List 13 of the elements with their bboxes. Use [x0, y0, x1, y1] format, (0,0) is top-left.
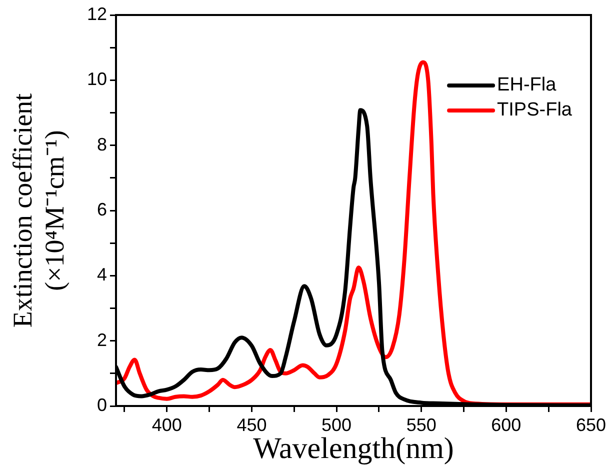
y-tick-label: 0	[96, 394, 107, 415]
x-tick-label: 400	[152, 414, 182, 435]
y-tick-label: 12	[86, 4, 107, 24]
y-tick-label: 2	[96, 330, 107, 350]
y-tick-label: 6	[96, 199, 107, 220]
legend-label: TIPS-Fla	[497, 100, 572, 121]
y-tick-label: 10	[86, 69, 107, 90]
x-tick-label: 650	[576, 414, 606, 435]
y-tick-label: 4	[96, 264, 107, 285]
y-tick-label: 8	[96, 134, 107, 154]
y-axis-title: Extinction coefficient (×10⁴M⁻¹cm⁻¹)	[7, 92, 70, 328]
legend-label: EH-Fla	[497, 74, 557, 96]
x-tick-label: 600	[491, 414, 522, 435]
